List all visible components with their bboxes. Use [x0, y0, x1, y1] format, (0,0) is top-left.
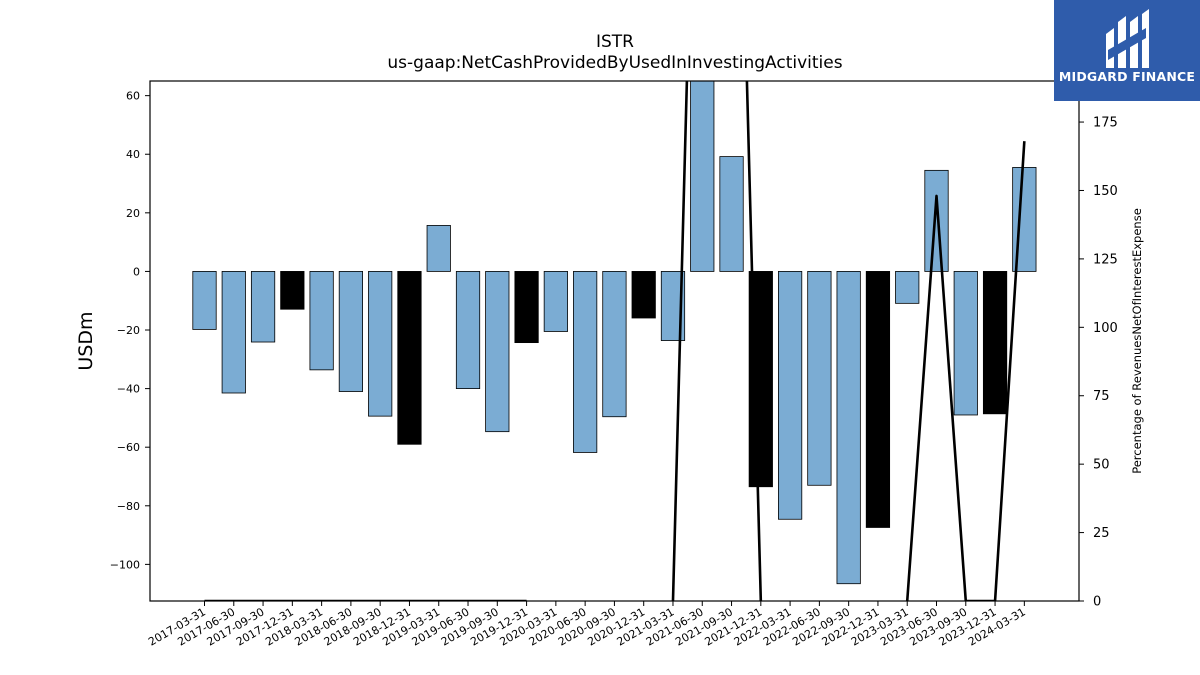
y-tick-label--100: −100: [110, 558, 140, 571]
y-tick-label--80: −80: [117, 500, 140, 513]
y-tick-label--40: −40: [117, 383, 140, 396]
bar-2018-03-31: [309, 271, 334, 371]
bar-2022-06-30: [807, 271, 832, 486]
bar-2017-06-30: [221, 271, 246, 394]
bar-2020-03-31: [543, 271, 568, 332]
bar-2018-12-31: [397, 271, 422, 445]
line-segment-2: [905, 141, 1026, 601]
bar-2023-06-30: [924, 169, 949, 272]
y2-tick-label-150: 150: [1093, 184, 1118, 199]
bar-2021-03-31: [660, 271, 686, 341]
logo: MIDGARD FINANCE: [1054, 0, 1200, 101]
y-tick-label-0: 0: [133, 265, 140, 278]
midgard-logo-icon: [1106, 9, 1149, 68]
bar-2017-03-31: [192, 271, 217, 330]
bar-2023-09-30: [953, 271, 978, 416]
y-axis-label: USDm: [75, 311, 97, 370]
bar-2019-12-31: [514, 271, 539, 344]
bar-2019-09-30: [485, 271, 510, 433]
bar-2019-03-31: [426, 225, 451, 272]
bar-2017-12-31: [280, 271, 305, 310]
y-tick-label-60: 60: [126, 90, 140, 103]
bar-2021-06-30: [690, 81, 715, 272]
bar-2018-09-30: [368, 271, 393, 417]
chart-subtitle: us-gaap:NetCashProvidedByUsedInInvesting…: [387, 53, 843, 73]
y-tick-label-40: 40: [126, 148, 140, 161]
bar-2020-12-31: [631, 271, 656, 319]
bar-2022-03-31: [778, 271, 803, 520]
bar-2021-09-30: [719, 156, 744, 272]
chart-title: ISTR: [595, 32, 634, 52]
logo-text: MIDGARD FINANCE: [1058, 69, 1196, 84]
bar-2022-09-30: [836, 271, 861, 585]
bar-2022-12-31: [865, 271, 891, 528]
y-tick-label--60: −60: [117, 441, 140, 454]
y2-tick-label-25: 25: [1093, 526, 1110, 541]
y2-tick-label-100: 100: [1093, 321, 1118, 336]
bar-2023-12-31: [982, 271, 1008, 415]
bar-2018-06-30: [338, 271, 364, 392]
bar-2019-06-30: [455, 271, 481, 390]
line-segment-1: [671, 81, 763, 601]
bar-2021-12-31: [748, 271, 773, 488]
y2-tick-label-125: 125: [1093, 252, 1118, 267]
bar-2020-06-30: [573, 271, 598, 453]
y2-tick-label-50: 50: [1093, 458, 1110, 473]
y-tick-label-20: 20: [126, 207, 140, 220]
bar-2017-09-30: [250, 271, 276, 343]
bar-2020-09-30: [602, 271, 627, 418]
y2-tick-label-175: 175: [1093, 116, 1118, 131]
y2-tick-label-75: 75: [1093, 389, 1110, 404]
y2-axis-label: Percentage of RevenuesNetOfInterestExpen…: [1130, 208, 1144, 474]
y2-tick-label-0: 0: [1093, 595, 1101, 610]
y-tick-label--20: −20: [117, 324, 140, 337]
bar-2023-03-31: [895, 271, 920, 304]
